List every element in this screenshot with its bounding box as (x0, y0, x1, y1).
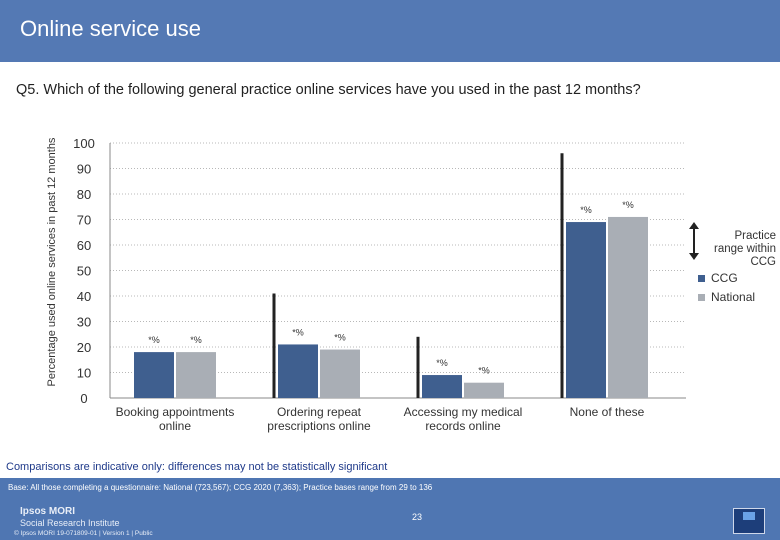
question-text: Q5. Which of the following general pract… (16, 82, 641, 98)
data-label: *% (622, 200, 634, 210)
copyright-text: © Ipsos MORI 19-071809-01 | Version 1 | … (14, 530, 153, 537)
page-title: Online service use (20, 16, 201, 41)
legend-range-label: Practice range within CCG (713, 230, 776, 268)
range-arrow-down-icon (689, 253, 699, 260)
legend-item-national: National (698, 290, 755, 304)
content-panel (0, 62, 780, 497)
data-label: *% (478, 366, 490, 376)
y-tick-label: 40 (77, 289, 91, 304)
x-tick-label: Booking appointments online (116, 405, 235, 433)
bar-national (320, 349, 360, 398)
legend-label-national: National (711, 290, 756, 304)
base-note: Base: All those completing a questionnai… (8, 483, 433, 492)
y-tick-label: 50 (77, 264, 91, 279)
bar-national (608, 216, 648, 398)
bar-ccg (566, 222, 606, 398)
y-tick-label: 80 (77, 187, 91, 202)
y-tick-label: 100 (73, 136, 95, 151)
x-tick-label: Accessing my medical records online (404, 405, 523, 433)
ipsos-logo-icon (733, 508, 765, 534)
data-label: *% (190, 335, 202, 345)
y-tick-label: 30 (77, 315, 91, 330)
x-tick-label: Ordering repeat prescriptions online (267, 405, 371, 433)
ipsos-logo-text: Ipsos MORI (20, 506, 76, 517)
bar-ccg (134, 352, 174, 398)
bar-ccg (422, 375, 462, 398)
footer-bar (0, 478, 780, 540)
data-label: *% (580, 205, 592, 215)
data-label: *% (436, 358, 448, 368)
bar-national (464, 382, 504, 398)
bar-national (176, 352, 216, 398)
institute-logo-text: Social Research Institute (20, 518, 120, 528)
data-label: *% (292, 327, 304, 337)
y-tick-label: 0 (80, 391, 87, 406)
y-tick-label: 20 (77, 340, 91, 355)
legend-label-ccg: CCG (711, 271, 738, 285)
range-arrow-up-icon (689, 222, 699, 229)
legend-swatch-national (698, 293, 705, 301)
title-bar (0, 0, 780, 62)
data-label: *% (148, 335, 160, 345)
y-tick-label: 90 (77, 162, 91, 177)
page-number: 23 (412, 512, 423, 522)
x-tick-label: None of these (570, 405, 645, 419)
legend-item-ccg: CCG (698, 271, 738, 285)
comparison-note: Comparisons are indicative only: differe… (6, 461, 388, 473)
y-tick-label: 10 (77, 366, 91, 381)
legend-swatch-ccg (698, 274, 705, 282)
bar-ccg (278, 344, 318, 398)
y-tick-label: 70 (77, 213, 91, 228)
data-label: *% (334, 333, 346, 343)
y-tick-label: 60 (77, 238, 91, 253)
